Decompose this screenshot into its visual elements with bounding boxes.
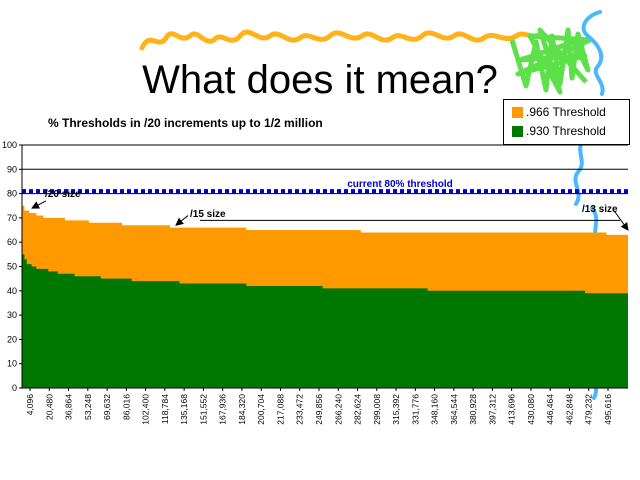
x-tick-label: 249,856 [314,394,324,425]
annotation-20-size: /20 size [45,189,81,200]
legend-label: .930 Threshold [526,124,606,138]
chart-legend: .966 Threshold .930 Threshold [503,99,630,145]
x-tick-label: 118,784 [160,394,170,424]
x-tick-label: 364,544 [449,394,459,425]
slide-title: What does it mean? [142,58,498,102]
x-tick-label: 233,472 [295,394,305,425]
x-tick-label: 479,232 [584,394,594,425]
y-tick-label: 90 [7,164,17,174]
x-tick-label: 69,632 [102,394,112,420]
x-tick-label: 495,616 [603,394,613,425]
y-tick-label: 0 [12,383,17,393]
x-tick-label: 380,928 [468,394,478,425]
x-tick-label: 167,936 [218,394,228,425]
x-tick-label: 135,168 [179,394,189,425]
x-tick-label: 86,016 [121,394,131,420]
y-tick-label: 70 [7,213,17,223]
x-tick-label: 315,392 [391,394,401,425]
x-tick-label: 151,552 [198,394,208,425]
legend-swatch-green [512,125,523,137]
legend-label: .966 Threshold [526,105,606,119]
annotation-arrow [613,210,629,231]
x-tick-label: 36,864 [64,394,74,420]
y-tick-label: 100 [2,140,17,150]
green-scribble [509,27,593,95]
x-tick-label: 266,240 [333,394,343,425]
annotation-13-size: /13 size [582,204,618,215]
threshold-line-label: current 80% threshold [347,179,453,190]
x-tick-label: 413,696 [507,394,517,425]
annotation-arrow [175,215,189,226]
x-tick-label: 217,088 [275,394,285,425]
x-tick-label: 331,776 [410,394,420,425]
annotation-15-size: /15 size [190,209,226,220]
x-tick-label: 397,312 [487,394,497,425]
x-tick-label: 430,080 [526,394,536,425]
x-tick-label: 282,624 [353,394,363,425]
x-tick-label: 299,008 [372,394,382,425]
x-tick-label: 446,464 [545,394,555,425]
x-tick-label: 4,096 [25,394,35,416]
blue-scribble [573,10,605,400]
orange-scribble [139,29,543,51]
legend-swatch-orange [512,106,523,118]
y-tick-label: 20 [7,334,17,344]
legend-item-966: .966 Threshold [512,104,606,120]
x-tick-label: 102,400 [141,394,151,425]
x-tick-label: 200,704 [256,394,266,425]
x-tick-label: 462,848 [564,394,574,425]
x-tick-label: 348,160 [430,394,440,425]
legend-item-930: .930 Threshold [512,123,606,139]
annotation-arrow [31,200,47,209]
y-tick-label: 10 [7,359,17,369]
x-tick-label: 20,480 [44,394,54,420]
y-tick-label: 50 [7,262,17,272]
chart-subtitle: % Thresholds in /20 increments up to 1/2… [48,116,323,130]
y-tick-label: 80 [7,189,17,199]
x-tick-label: 184,320 [237,394,247,425]
x-tick-label: 53,248 [83,394,93,420]
y-tick-label: 30 [7,310,17,320]
y-tick-label: 40 [7,286,17,296]
y-tick-label: 60 [7,237,17,247]
series-area-930 [22,254,628,388]
